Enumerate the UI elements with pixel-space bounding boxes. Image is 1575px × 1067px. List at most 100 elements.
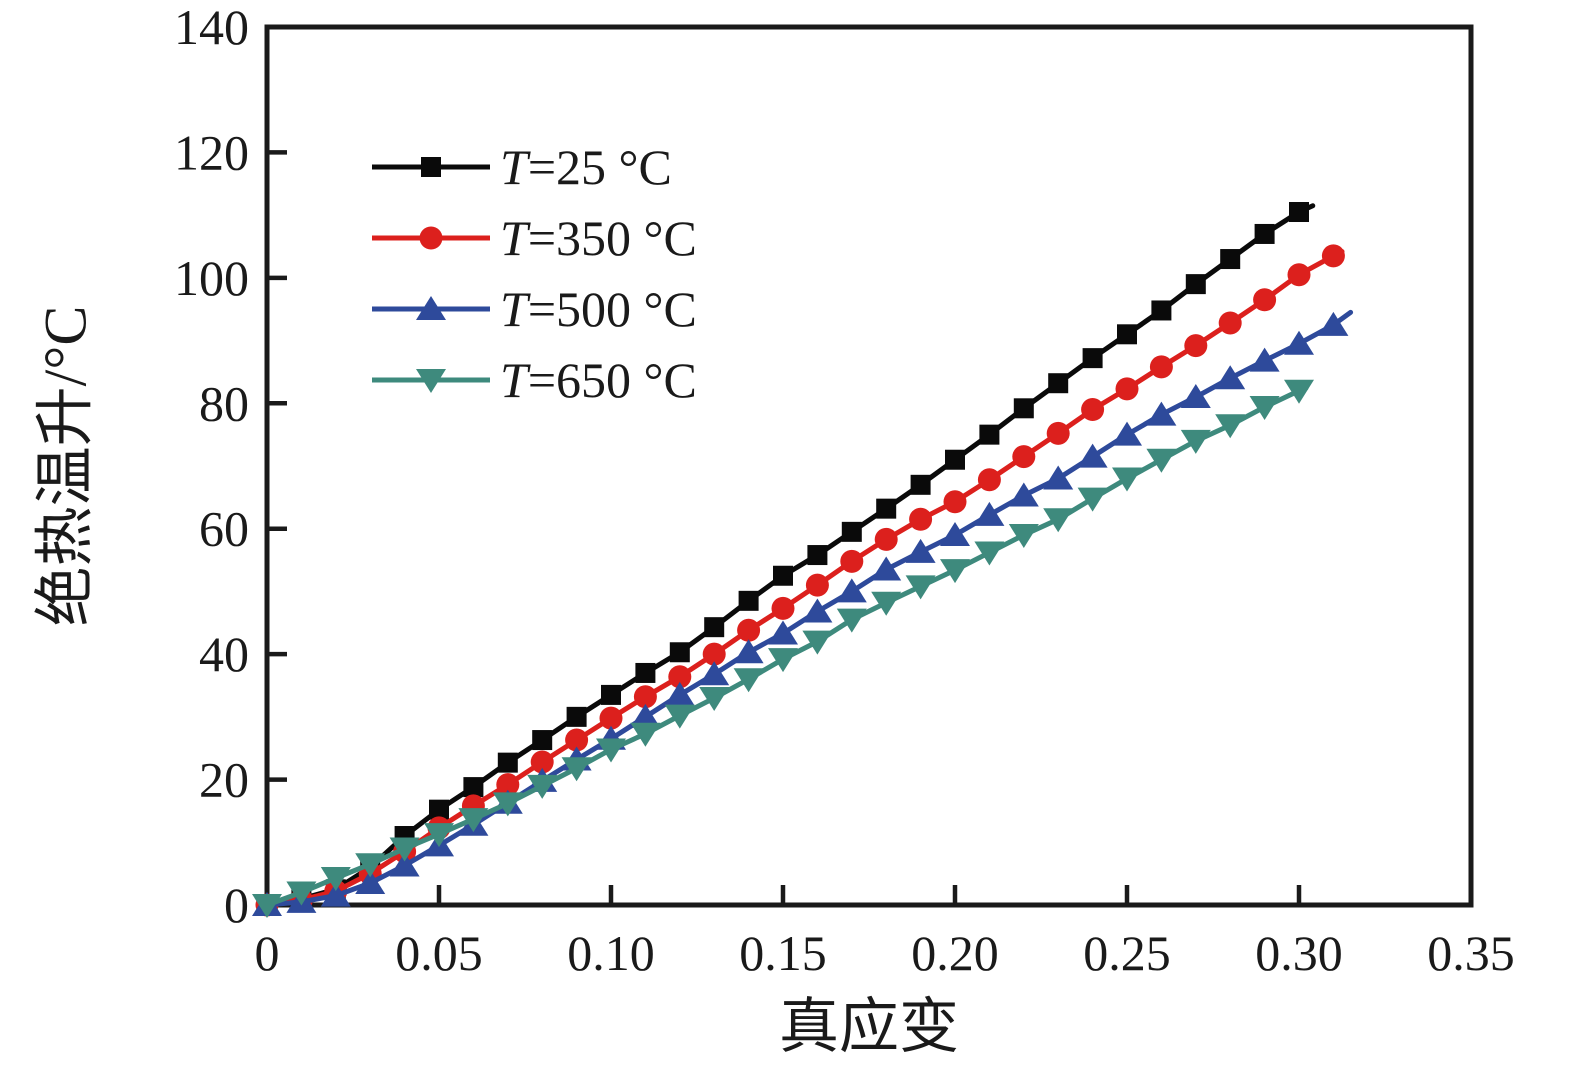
x-tick-label: 0.20 (911, 925, 999, 981)
x-tick-label: 0.30 (1255, 925, 1343, 981)
series-3-marker (320, 867, 351, 892)
series-0-marker (463, 777, 484, 798)
series-2-marker (733, 639, 764, 664)
series-2-marker (905, 538, 936, 563)
series-1-marker (771, 596, 795, 620)
series-1-marker (1012, 445, 1036, 469)
series-0-marker (945, 449, 965, 470)
x-tick-label: 0.35 (1427, 925, 1515, 981)
series-3-marker (871, 591, 902, 616)
series-2-marker (974, 501, 1005, 526)
series-2-marker (802, 598, 833, 623)
series-0-marker (532, 730, 553, 751)
y-tick-label: 0 (224, 877, 249, 933)
series-1-marker (943, 490, 967, 514)
x-tick-label: 0.05 (395, 925, 483, 981)
series-1-marker (496, 773, 520, 797)
y-tick-label: 140 (174, 0, 249, 55)
x-tick-label: 0.15 (739, 925, 827, 981)
series-0-marker (669, 642, 690, 663)
series-1-marker (1287, 263, 1311, 287)
series-3-marker (1146, 448, 1177, 473)
series-2-marker (1008, 482, 1039, 507)
series-3-marker (424, 823, 454, 848)
series-1-marker (1046, 421, 1070, 445)
y-tick-label: 60 (199, 501, 249, 557)
series-0-marker (1117, 324, 1137, 345)
series-0-marker (876, 498, 897, 519)
series-0-marker (1013, 398, 1034, 419)
series-1-marker (1149, 355, 1173, 379)
x-tick-label: 0.10 (567, 925, 655, 981)
y-tick-label: 80 (199, 375, 249, 431)
legend-marker-3 (416, 369, 446, 393)
series-2-marker (1146, 401, 1177, 426)
y-tick-label: 40 (199, 626, 249, 682)
series-2-marker (768, 620, 798, 645)
series-3-marker (389, 837, 420, 862)
series-2-marker (664, 681, 695, 706)
series-0-marker (807, 545, 828, 566)
series-1-marker (1081, 398, 1105, 422)
series-2-marker (630, 703, 661, 728)
series-2-marker (699, 661, 730, 686)
series-3-marker (1284, 379, 1314, 404)
series-2-marker (320, 882, 351, 907)
series-3-marker (1112, 467, 1142, 492)
series-0-marker (738, 590, 759, 611)
plot-frame (264, 24, 1474, 908)
series-3-marker (768, 648, 798, 673)
series-3-marker (458, 808, 489, 833)
x-tick-label: 0 (255, 925, 280, 981)
y-tick-label: 100 (174, 250, 249, 306)
x-tick-label: 0.25 (1083, 925, 1171, 981)
series-1-marker (1218, 311, 1242, 335)
series-3-marker (355, 853, 386, 878)
series-3-marker (1180, 429, 1211, 454)
series-1-marker (1115, 377, 1139, 401)
series-0-marker (1151, 300, 1172, 321)
series-3-marker (940, 559, 970, 584)
series-0-marker (910, 474, 931, 495)
series-0-marker (635, 662, 656, 683)
series-0-marker (979, 424, 1000, 445)
series-3-marker (733, 668, 764, 693)
series-1-marker (702, 642, 726, 666)
legend-label-1: T=350 °C (500, 210, 697, 266)
series-0-marker (1185, 274, 1206, 295)
series-2-marker (1215, 365, 1246, 390)
series-line-1 (264, 249, 1345, 908)
series-0-marker (497, 752, 518, 773)
series-2-marker (1180, 384, 1211, 409)
series-0-marker (566, 706, 587, 727)
series-0-marker (429, 799, 449, 820)
series-1-marker (840, 549, 864, 573)
series-1-marker (737, 618, 761, 642)
series-3-marker (527, 774, 558, 799)
series-0-marker (1082, 348, 1103, 369)
series-0-marker (1254, 223, 1275, 244)
series-3-marker (561, 757, 592, 782)
series-1-marker (874, 527, 898, 551)
series-3-marker (286, 881, 317, 906)
y-axis-title: 绝热温升/°C (32, 305, 99, 627)
series-3-marker (1008, 523, 1039, 548)
series-3-marker (252, 894, 282, 918)
series-3-marker (905, 575, 936, 600)
series-3-marker (492, 792, 523, 817)
series-1-marker (1184, 334, 1208, 358)
series-2-marker (1284, 330, 1314, 355)
series-3-marker (630, 722, 661, 747)
series-1-marker (530, 750, 554, 774)
series-3-marker (974, 541, 1005, 566)
series-0-marker (773, 565, 793, 586)
series-3-marker (802, 630, 833, 655)
series-1-marker (633, 685, 657, 709)
legend-marker-0 (421, 157, 441, 177)
series-1-marker (599, 706, 623, 730)
series-2-marker (871, 556, 902, 581)
legend-label-3: T=650 °C (500, 352, 697, 408)
series-0-marker (841, 521, 862, 542)
